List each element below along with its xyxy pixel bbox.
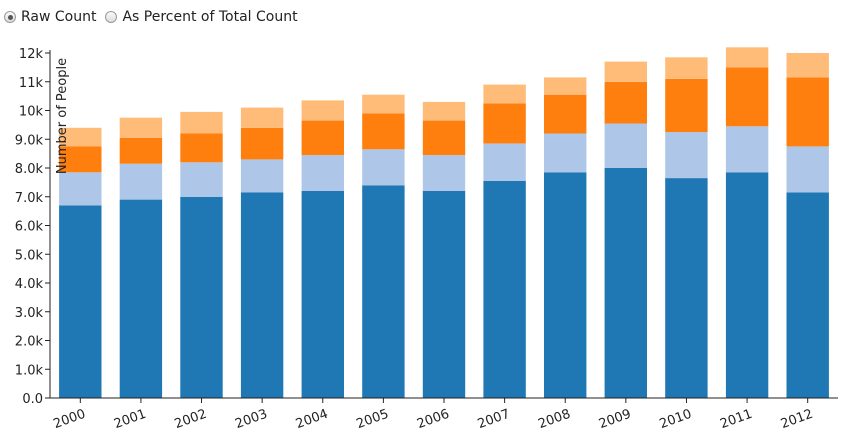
bar-segment-2008-layer-2 [544,133,587,173]
bar-segment-2006-layer-3 [422,120,466,156]
x-tick-label: 2008 [536,407,572,432]
bar-segment-2002-layer-4 [180,111,223,134]
bar-segment-2007-layer-1 [483,180,526,398]
y-axis-title: Number of People [55,58,70,174]
bar-segment-2010-layer-4 [665,57,708,79]
bar-segment-2010-layer-1 [665,178,708,398]
raw-count-radio[interactable]: Raw Count [4,9,96,25]
x-tick-label: 2000 [51,407,87,432]
percent-total-label: As Percent of Total Count [122,9,298,25]
bar-segment-2000-layer-3 [59,146,102,173]
y-tick-label: 11k [19,76,44,91]
bar-segment-2010-layer-3 [665,78,708,133]
bar-segment-2012-layer-3 [786,77,829,147]
radio-unselected-icon[interactable] [105,11,118,23]
bar-segment-2000-layer-4 [59,127,102,147]
bar-segment-2012-layer-4 [786,53,829,78]
bar-segment-2001-layer-4 [119,117,163,138]
bar-segment-2011-layer-4 [725,47,769,68]
x-tick-label: 2011 [718,407,754,432]
bar-segment-2006-layer-1 [422,191,466,398]
bar-segment-2009-layer-1 [604,168,647,398]
bar-segment-2011-layer-2 [725,126,769,173]
bar-segment-2008-layer-1 [544,172,587,398]
bar-segment-2010-layer-2 [665,132,708,179]
y-tick-label: 2.0k [15,335,44,350]
x-tick-label: 2004 [294,407,330,432]
bar-segment-2004-layer-3 [301,120,344,156]
bar-segment-2000-layer-1 [59,205,102,398]
bar-segment-2012-layer-1 [786,192,829,398]
bar-segment-2002-layer-2 [180,162,223,197]
y-tick-label: 8.0k [15,162,44,177]
raw-count-label: Raw Count [21,9,97,25]
bar-segment-2002-layer-1 [180,196,223,399]
x-tick-label: 2003 [233,407,269,432]
x-tick-label: 2009 [597,407,633,432]
y-tick-label: 10k [19,105,44,120]
x-tick-label: 2002 [173,407,209,432]
bar-segment-2004-layer-1 [301,191,344,398]
bar-segment-2005-layer-1 [362,185,405,399]
bar-segment-2008-layer-4 [544,77,587,95]
x-tick-label: 2012 [779,407,815,432]
bar-segment-2004-layer-2 [301,155,344,191]
y-tick-label: 5.0k [15,248,44,263]
bar-segment-2004-layer-4 [301,100,344,121]
y-tick-label: 4.0k [15,277,44,292]
bar-segment-2008-layer-3 [544,94,587,134]
bar-segment-2007-layer-4 [483,84,526,104]
bar-segment-2009-layer-4 [604,61,647,82]
bar-segment-2009-layer-2 [604,123,647,168]
bar-segment-2006-layer-2 [422,155,466,191]
bar-segment-2001-layer-2 [119,163,163,200]
bar-segment-2001-layer-1 [119,199,163,398]
bar-segment-2006-layer-4 [422,101,466,121]
x-axis: 2000 2001 2002 2003 2004 2005 2006 2007 2008 2009… [50,397,838,432]
bar-segment-2003-layer-2 [240,159,284,193]
bar-segment-2012-layer-2 [786,146,829,193]
y-tick-label: 6.0k [15,220,44,235]
bar-segment-2005-layer-4 [362,94,405,114]
bar-segment-2003-layer-4 [240,107,284,128]
x-tick-label: 2001 [112,407,148,432]
y-tick-label: 7.0k [15,191,44,206]
x-tick-label: 2007 [476,407,512,432]
y-tick-label: 1.0k [15,363,44,378]
x-tick-label: 2010 [658,407,694,432]
bar-segment-2005-layer-2 [362,149,405,186]
x-tick-label: 2005 [355,407,391,432]
y-tick-label: 9.0k [15,133,44,148]
bar-segment-2005-layer-3 [362,113,405,150]
y-axis: 0.0 1.0k 2.0k 3.0k 4.0k 5.0k 6.0k 7.0k 8.0k 9.0k 1… [15,47,51,407]
bar-segment-2003-layer-1 [240,192,284,398]
bar-segment-2002-layer-3 [180,133,223,163]
count-mode-radio-group: Raw Count As Percent of Total Count [4,7,307,27]
bar-segment-2011-layer-3 [725,67,769,127]
y-tick-label: 3.0k [15,306,44,321]
bar-segment-2001-layer-3 [119,137,163,164]
x-tick-label: 2006 [415,407,451,432]
bar-segment-2000-layer-2 [59,172,102,206]
percent-total-radio[interactable]: As Percent of Total Count [105,9,298,25]
y-tick-label: 0.0 [22,392,43,407]
radio-selected-icon[interactable] [4,11,16,23]
bars-layer [59,47,829,399]
bar-segment-2007-layer-3 [483,103,526,144]
bar-segment-2009-layer-3 [604,81,647,124]
bar-segment-2003-layer-3 [240,127,284,160]
bar-segment-2007-layer-2 [483,143,526,181]
y-tick-label: 12k [19,47,44,62]
bar-segment-2011-layer-1 [725,172,769,398]
